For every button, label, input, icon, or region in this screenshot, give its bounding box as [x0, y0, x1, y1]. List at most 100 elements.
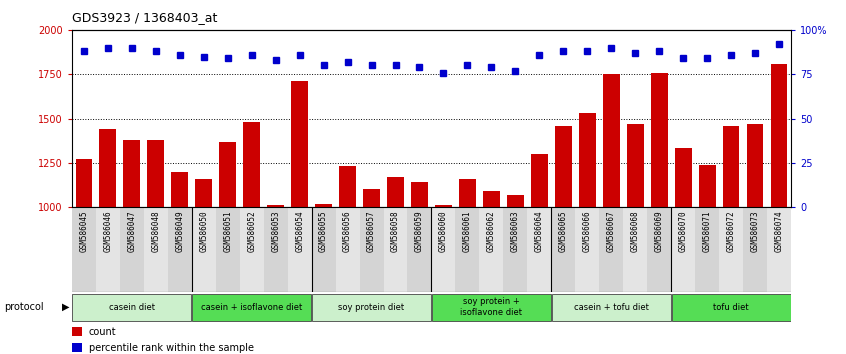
- Text: GSM586058: GSM586058: [391, 211, 400, 252]
- Bar: [239, 207, 264, 292]
- Text: GSM586067: GSM586067: [607, 211, 616, 252]
- Bar: [383, 207, 408, 292]
- Bar: [671, 207, 695, 292]
- Text: GSM586073: GSM586073: [750, 211, 760, 252]
- Bar: [672, 293, 790, 321]
- Text: ▶: ▶: [62, 302, 69, 312]
- Bar: [120, 207, 144, 292]
- Text: count: count: [89, 327, 117, 337]
- Bar: [555, 126, 572, 207]
- Bar: [387, 177, 404, 207]
- Bar: [651, 73, 667, 207]
- Text: GSM586055: GSM586055: [319, 211, 328, 252]
- Bar: [771, 64, 788, 207]
- Bar: [144, 207, 168, 292]
- Text: GSM586063: GSM586063: [511, 211, 519, 252]
- Text: soy protein +
isoflavone diet: soy protein + isoflavone diet: [460, 297, 522, 317]
- Text: GSM586060: GSM586060: [439, 211, 448, 252]
- Bar: [291, 81, 308, 207]
- Bar: [96, 207, 120, 292]
- Text: protocol: protocol: [4, 302, 44, 312]
- Text: GSM586051: GSM586051: [223, 211, 232, 252]
- Bar: [339, 166, 356, 207]
- Bar: [743, 207, 767, 292]
- Text: GSM586047: GSM586047: [128, 211, 136, 252]
- Text: soy protein diet: soy protein diet: [338, 303, 404, 312]
- Text: GSM586062: GSM586062: [487, 211, 496, 252]
- Bar: [647, 207, 671, 292]
- Bar: [432, 293, 551, 321]
- Text: casein + isoflavone diet: casein + isoflavone diet: [201, 303, 302, 312]
- Text: GSM586049: GSM586049: [175, 211, 184, 252]
- Text: GSM586048: GSM586048: [151, 211, 160, 252]
- Text: GSM586069: GSM586069: [655, 211, 663, 252]
- Text: GSM586065: GSM586065: [559, 211, 568, 252]
- Bar: [312, 293, 431, 321]
- Text: GSM586064: GSM586064: [535, 211, 544, 252]
- Bar: [72, 343, 82, 353]
- Bar: [408, 207, 431, 292]
- Bar: [336, 207, 360, 292]
- Bar: [267, 205, 284, 207]
- Bar: [483, 191, 500, 207]
- Bar: [552, 293, 671, 321]
- Bar: [767, 207, 791, 292]
- Bar: [100, 129, 116, 207]
- Bar: [124, 140, 140, 207]
- Bar: [603, 74, 619, 207]
- Bar: [455, 207, 480, 292]
- Text: casein + tofu diet: casein + tofu diet: [574, 303, 649, 312]
- Text: GSM586071: GSM586071: [703, 211, 711, 252]
- Text: GSM586066: GSM586066: [583, 211, 591, 252]
- Text: GSM586072: GSM586072: [727, 211, 735, 252]
- Text: tofu diet: tofu diet: [713, 303, 749, 312]
- Bar: [244, 122, 260, 207]
- Bar: [168, 207, 192, 292]
- Bar: [72, 207, 96, 292]
- Text: casein diet: casein diet: [109, 303, 155, 312]
- Text: GSM586045: GSM586045: [80, 211, 88, 252]
- Bar: [411, 182, 428, 207]
- Bar: [192, 207, 216, 292]
- Bar: [363, 189, 380, 207]
- Bar: [431, 207, 455, 292]
- Text: GSM586074: GSM586074: [775, 211, 783, 252]
- Text: GSM586057: GSM586057: [367, 211, 376, 252]
- Bar: [147, 140, 164, 207]
- Bar: [195, 179, 212, 207]
- Text: GSM586059: GSM586059: [415, 211, 424, 252]
- Bar: [627, 124, 644, 207]
- Bar: [552, 207, 575, 292]
- Text: GSM586050: GSM586050: [200, 211, 208, 252]
- Text: GSM586046: GSM586046: [103, 211, 113, 252]
- Text: GSM586068: GSM586068: [631, 211, 640, 252]
- Bar: [579, 113, 596, 207]
- Bar: [288, 207, 311, 292]
- Text: GSM586052: GSM586052: [247, 211, 256, 252]
- Bar: [699, 165, 716, 207]
- Text: GSM586061: GSM586061: [463, 211, 472, 252]
- Text: percentile rank within the sample: percentile rank within the sample: [89, 343, 254, 353]
- Bar: [192, 293, 311, 321]
- Bar: [507, 195, 524, 207]
- Bar: [216, 207, 239, 292]
- Bar: [219, 142, 236, 207]
- Text: GSM586056: GSM586056: [343, 211, 352, 252]
- Bar: [747, 124, 763, 207]
- Bar: [575, 207, 599, 292]
- Bar: [264, 207, 288, 292]
- Bar: [435, 205, 452, 207]
- Bar: [624, 207, 647, 292]
- Bar: [311, 207, 336, 292]
- Bar: [722, 126, 739, 207]
- Bar: [599, 207, 624, 292]
- Text: GDS3923 / 1368403_at: GDS3923 / 1368403_at: [72, 11, 217, 24]
- Bar: [72, 327, 82, 336]
- Bar: [75, 159, 92, 207]
- Bar: [527, 207, 552, 292]
- Bar: [316, 204, 332, 207]
- Bar: [73, 293, 191, 321]
- Bar: [360, 207, 383, 292]
- Bar: [172, 172, 188, 207]
- Text: GSM586053: GSM586053: [272, 211, 280, 252]
